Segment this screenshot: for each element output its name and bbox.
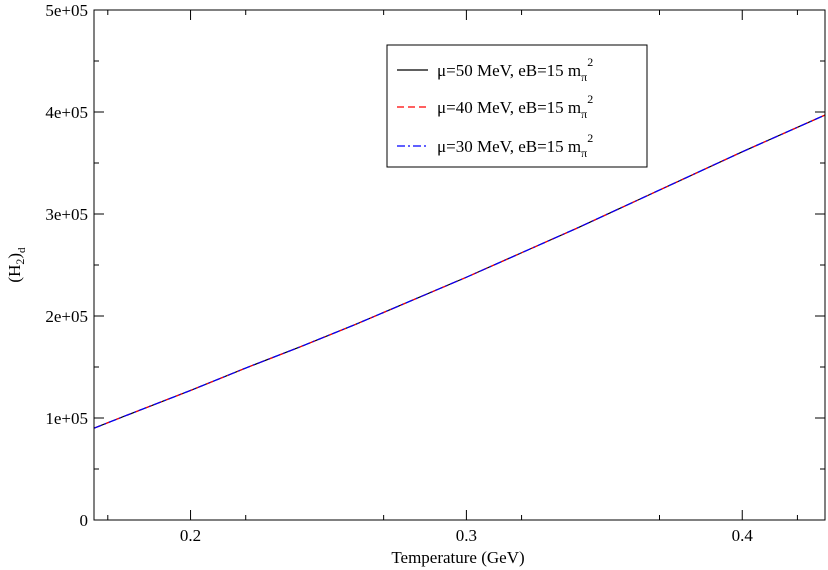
x-axis-title: Temperature (GeV) [391, 548, 524, 567]
x-axis-ticks: 0.2 0.3 0.4 [107, 10, 798, 545]
x-tick-label: 0.2 [180, 526, 201, 545]
y-axis-title-sub2: d [16, 247, 28, 253]
legend-label-mu50-sup: 2 [587, 55, 593, 69]
legend-label-mu40: μ=40 MeV, eB=15 mπ2 [437, 92, 593, 121]
legend-label-mu30-text: μ=30 MeV, eB=15 m [437, 137, 581, 156]
y-tick-label: 0 [80, 511, 89, 530]
legend-label-mu30: μ=30 MeV, eB=15 mπ2 [437, 131, 593, 160]
legend-label-mu30-sup: 2 [587, 131, 593, 145]
legend-label-mu50-sub: π [581, 70, 587, 84]
y-axis-title-main: (H [5, 265, 24, 283]
legend-label-mu50-text: μ=50 MeV, eB=15 m [437, 61, 581, 80]
y-axis-title-close: ) [5, 253, 24, 259]
y-tick-label: 5e+05 [45, 1, 88, 20]
y-axis-ticks: 0 1e+05 2e+05 3e+05 4e+05 5e+05 [45, 1, 825, 530]
legend-label-mu40-text: μ=40 MeV, eB=15 m [437, 98, 581, 117]
legend-label-mu50: μ=50 MeV, eB=15 mπ2 [437, 55, 593, 84]
legend-label-mu40-sub: π [581, 107, 587, 121]
legend: μ=50 MeV, eB=15 mπ2 μ=40 MeV, eB=15 mπ2 … [386, 44, 648, 168]
x-tick-label: 0.3 [456, 526, 477, 545]
y-axis-title-sub1: 2 [13, 259, 27, 265]
series-layer [93, 114, 826, 429]
y-tick-label: 4e+05 [45, 103, 88, 122]
y-tick-label: 3e+05 [45, 205, 88, 224]
x-tick-label: 0.4 [732, 526, 754, 545]
y-tick-label: 2e+05 [45, 307, 88, 326]
legend-box [386, 44, 648, 168]
legend-label-mu30-sub: π [581, 146, 587, 160]
y-axis-title: (H2)d [5, 247, 28, 283]
y-tick-label: 1e+05 [45, 409, 88, 428]
series-line-2 [93, 114, 826, 429]
legend-label-mu40-sup: 2 [587, 92, 593, 106]
